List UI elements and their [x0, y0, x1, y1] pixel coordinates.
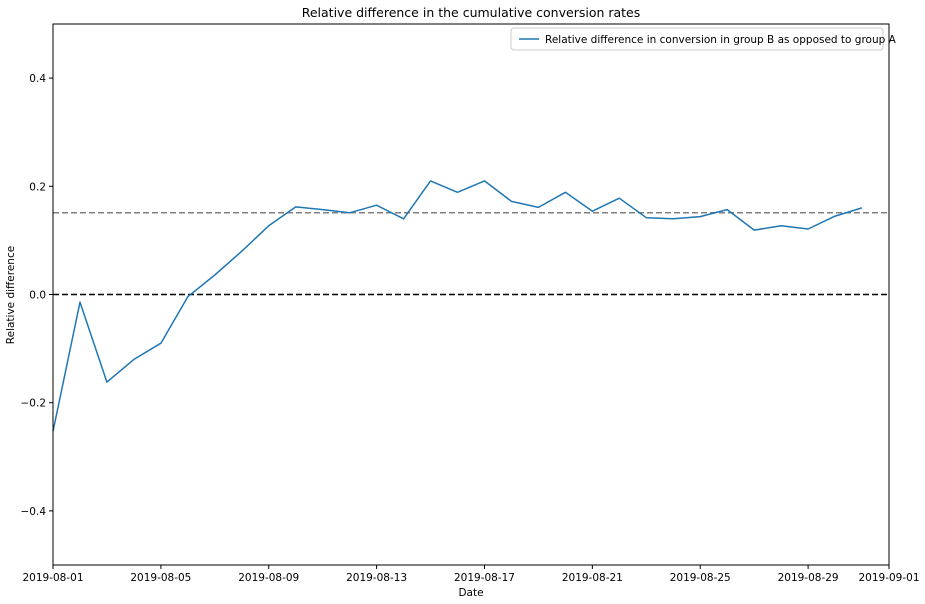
y-axis-label: Relative difference — [5, 246, 17, 344]
y-tick-label: −0.2 — [21, 398, 47, 410]
x-tick-label: 2019-08-09 — [238, 572, 299, 584]
x-tick-label: 2019-08-01 — [22, 572, 83, 584]
legend: Relative difference in conversion in gro… — [510, 27, 897, 51]
x-tick-label: 2019-08-17 — [454, 572, 515, 584]
x-tick-label: 2019-09-01 — [858, 572, 919, 584]
y-tick-label: 0.2 — [29, 181, 46, 193]
legend-box — [510, 27, 884, 51]
x-tick-label: 2019-08-25 — [670, 572, 731, 584]
series-line-0 — [52, 180, 863, 432]
x-tick-label: 2019-08-21 — [562, 572, 623, 584]
y-tick-label: 0.4 — [29, 73, 46, 85]
x-axis: 2019-08-01 2019-08-05 2019-08-09 2019-08-13… — [22, 565, 920, 584]
x-tick-label: 2019-08-05 — [130, 572, 191, 584]
legend-label: Relative difference in conversion in gro… — [545, 34, 897, 46]
chart-title: Relative difference in the cumulative co… — [302, 5, 641, 20]
x-tick-label: 2019-08-29 — [778, 572, 839, 584]
x-axis-label: Date — [458, 587, 483, 599]
y-axis: −0.4 −0.2 0.0 0.2 0.4 — [21, 73, 53, 518]
y-tick-label: 0.0 — [29, 290, 46, 302]
x-tick-label: 2019-08-13 — [346, 572, 407, 584]
plot-area — [52, 23, 890, 566]
y-tick-label: −0.4 — [21, 506, 47, 518]
